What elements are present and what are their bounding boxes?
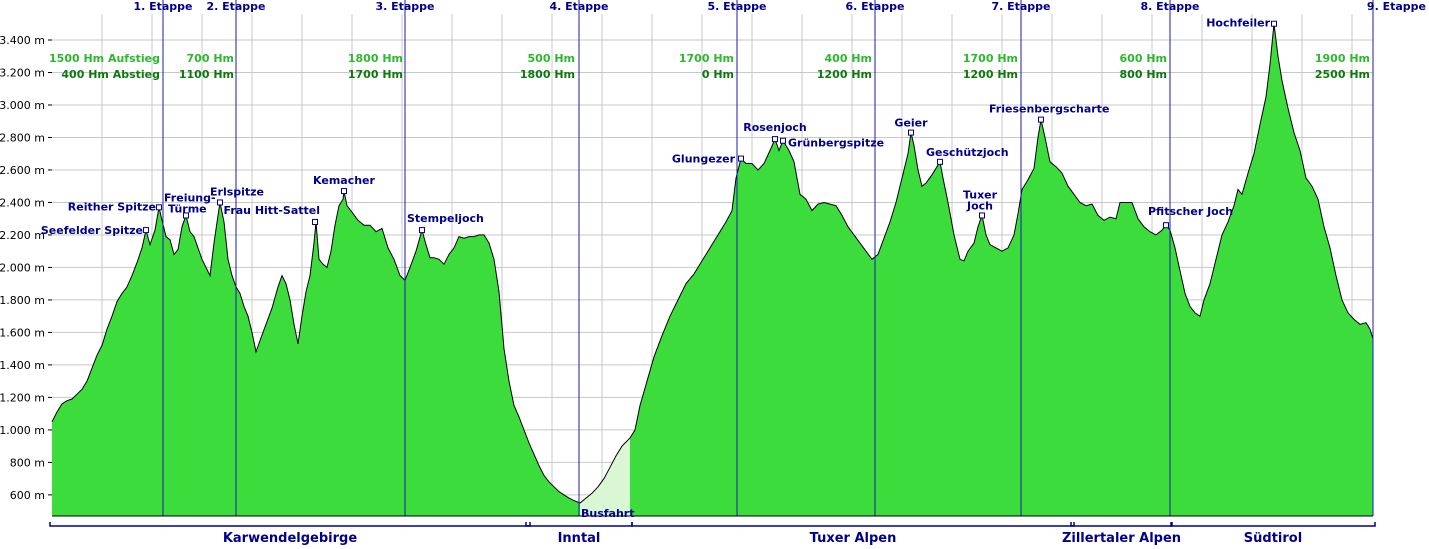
y-tick-label: 2.000 m	[0, 261, 45, 274]
y-tick-label: 1.000 m	[0, 424, 45, 437]
descent-label: 1200 Hm	[817, 68, 872, 81]
waypoint-label: Grünbergspitze	[788, 137, 884, 150]
stage-label: 8. Etappe	[1140, 0, 1199, 13]
stage-label: 7. Etappe	[991, 0, 1050, 13]
region-bracket	[631, 522, 1075, 527]
y-tick-label: 3.000 m	[0, 99, 45, 112]
waypoint-marker	[341, 188, 347, 195]
waypoint-marker	[979, 212, 985, 219]
descent-label: 0 Hm	[702, 68, 734, 81]
waypoint-marker	[156, 204, 162, 211]
waypoint-label: Rosenjoch	[743, 121, 807, 134]
waypoint-label: Seefelder Spitze	[41, 224, 143, 237]
region-bracket	[49, 522, 531, 527]
stage-label: 4. Etappe	[549, 0, 608, 13]
y-tick-label: 600 m	[10, 489, 45, 502]
waypoint-marker	[1163, 222, 1169, 229]
waypoint-marker	[738, 155, 744, 162]
waypoint-marker	[143, 227, 149, 234]
stage-label: 5. Etappe	[707, 0, 766, 13]
elevation-profile-line	[51, 23, 1374, 504]
ascent-label: 400 Hm	[825, 52, 872, 65]
y-tick-label: 1.600 m	[0, 326, 45, 339]
descent-label: 1100 Hm	[179, 68, 234, 81]
waypoint-label: Tuxer	[963, 188, 998, 201]
y-tick-label: 1.200 m	[0, 391, 45, 404]
waypoint-label: Reither Spitze	[68, 200, 156, 213]
chart-axes: 600 m 800 m 1.000 m 1.200 m 1.400 m 1.600 m 1.…	[0, 34, 1373, 517]
waypoint-label: Frau Hitt-Sattel	[224, 204, 320, 217]
waypoint-label: Kemacher	[313, 174, 375, 187]
elevation-area-karwendel	[52, 191, 580, 516]
y-tick-label: 2.400 m	[0, 196, 45, 209]
ascent-label: 700 Hm	[187, 52, 234, 65]
elevation-area-main	[630, 23, 1373, 516]
waypoint-label: Friesenbergscharte	[989, 103, 1109, 116]
waypoint-marker	[183, 212, 189, 219]
ascent-label: 1700 Hm	[679, 52, 734, 65]
y-tick-label: 2.800 m	[0, 131, 45, 144]
stage-label: 3. Etappe	[375, 0, 434, 13]
waypoint-label: Joch	[966, 199, 993, 212]
region-label: Südtirol	[1244, 531, 1302, 546]
y-tick-label: 2.200 m	[0, 229, 45, 242]
waypoint-label: Hochfeiler	[1206, 17, 1270, 30]
waypoint-label: Erlspitze	[210, 185, 264, 198]
waypoint-label: Pfitscher Joch	[1148, 205, 1233, 218]
stage-lines	[162, 0, 1374, 516]
waypoint-label: Geier	[894, 117, 928, 130]
y-tick-label: 1.800 m	[0, 294, 45, 307]
waypoint-marker	[772, 136, 778, 143]
ascent-label: 1500 Hm Aufstieg	[49, 52, 160, 65]
ascent-label: 1800 Hm	[348, 52, 403, 65]
waypoint-marker	[1038, 116, 1044, 123]
ascent-label: 1900 Hm	[1315, 52, 1370, 65]
descent-label: 2500 Hm	[1315, 68, 1370, 81]
waypoint-marker	[419, 227, 425, 234]
ascent-label: 600 Hm	[1120, 52, 1167, 65]
waypoint-marker	[937, 158, 943, 165]
y-tick-label: 3.200 m	[0, 66, 45, 79]
chart-areas	[51, 23, 1374, 516]
waypoint-label: Glungezer	[672, 153, 736, 166]
chart-labels: 1. Etappe 2. Etappe 3. Etappe 4. Etappe 5. E…	[41, 0, 1426, 546]
y-tick-label: 800 m	[10, 456, 45, 469]
descent-label: 1200 Hm	[963, 68, 1018, 81]
descent-label: 400 Hm Abstieg	[61, 68, 160, 81]
waypoint-label: Busfahrt	[581, 507, 635, 520]
region-label: Karwendelgebirge	[223, 531, 358, 546]
region-bracket	[1170, 522, 1376, 527]
stage-label: 9. Etappe	[1367, 0, 1426, 13]
waypoint-marker	[312, 218, 318, 225]
ascent-label: 500 Hm	[528, 52, 575, 65]
waypoint-marker	[780, 137, 786, 144]
waypoint-label: Türme	[168, 202, 207, 215]
waypoint-marker	[217, 199, 223, 206]
waypoint-marker	[908, 129, 914, 136]
descent-label: 1700 Hm	[348, 68, 403, 81]
ascent-label: 1700 Hm	[963, 52, 1018, 65]
region-bracket	[525, 522, 633, 527]
region-label: Zillertaler Alpen	[1062, 531, 1181, 546]
waypoint-label: Geschützjoch	[926, 146, 1009, 159]
y-tick-label: 3.400 m	[0, 34, 45, 47]
region-bracket	[1070, 522, 1173, 527]
stage-label: 6. Etappe	[845, 0, 904, 13]
stage-label: 2. Etappe	[206, 0, 265, 13]
stage-label: 1. Etappe	[133, 0, 192, 13]
y-tick-label: 1.400 m	[0, 359, 45, 372]
descent-label: 1800 Hm	[520, 68, 575, 81]
descent-label: 800 Hm	[1120, 68, 1167, 81]
region-label: Tuxer Alpen	[810, 531, 897, 546]
waypoint-marker	[1271, 20, 1277, 27]
region-label: Inntal	[558, 531, 601, 546]
waypoint-label: Stempeljoch	[407, 212, 484, 225]
y-tick-label: 2.600 m	[0, 164, 45, 177]
waypoint-label: Freiung-	[164, 191, 216, 204]
